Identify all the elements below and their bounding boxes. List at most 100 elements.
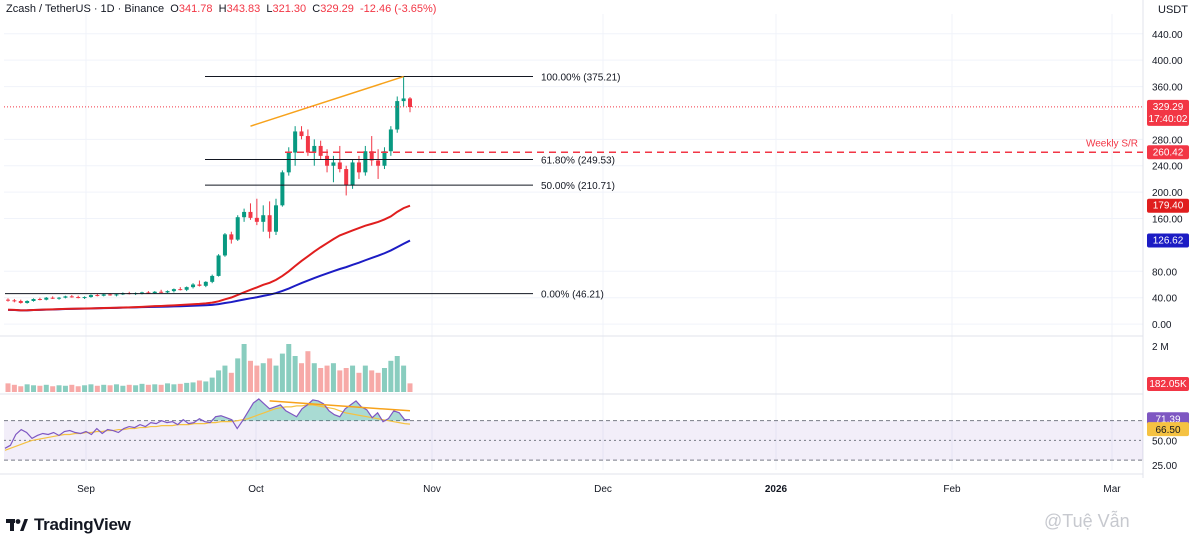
candle-body (216, 255, 221, 276)
rsi-overbought-fill (5, 398, 410, 421)
volume-bar (75, 386, 81, 392)
time-tick-label: Oct (248, 484, 264, 495)
high-value: 343.83 (226, 3, 261, 15)
volume-bar (330, 363, 336, 392)
candle-body (376, 160, 381, 166)
time-tick-label: Sep (77, 484, 95, 495)
volume-bar (43, 384, 49, 392)
volume-tag-text: 182.05K (1149, 379, 1187, 390)
volume-bar (113, 384, 119, 392)
candle-body (44, 297, 49, 300)
volume-bar (216, 370, 222, 392)
candle-body (37, 299, 42, 301)
candle-body (69, 296, 74, 298)
candle-body (12, 300, 17, 302)
candle-body (101, 294, 106, 296)
volume-bar (133, 385, 139, 392)
weekly-sr-label: Weekly S/R (1086, 138, 1138, 149)
candle-body (229, 234, 234, 240)
tradingview-logo[interactable]: TradingView (6, 515, 131, 535)
volume-bar (241, 344, 247, 392)
volume-bar (24, 384, 30, 392)
volume-bar (120, 385, 126, 392)
candle-body (82, 297, 87, 299)
volume-bar (31, 385, 37, 392)
volume-bar (381, 368, 387, 392)
candle-body (408, 98, 412, 108)
volume-bar (184, 382, 190, 392)
candle-body (114, 294, 119, 296)
volume-bar (369, 370, 375, 392)
candle-body (350, 162, 355, 186)
volume-bar (177, 383, 183, 392)
weekly-sr-tag-text: 260.42 (1153, 147, 1184, 158)
candle-body (63, 296, 68, 298)
candle-body (178, 289, 183, 291)
candle-body (369, 151, 374, 161)
price-tick-label: 80.00 (1152, 267, 1177, 278)
candle-body (140, 292, 144, 294)
volume-bar (5, 383, 11, 392)
candle-body (388, 129, 393, 152)
volume-axis-label: 2 M (1152, 342, 1169, 353)
trend-line (250, 75, 404, 127)
candle-body (210, 275, 215, 282)
candle-body (191, 284, 196, 288)
candle-body (401, 98, 406, 102)
candle-body (337, 162, 342, 170)
price-tick-label: 360.00 (1152, 83, 1183, 94)
open-value: 341.78 (178, 3, 213, 15)
time-tick-label: Mar (1103, 484, 1121, 495)
volume-bar (69, 384, 75, 392)
candle-body (356, 162, 361, 173)
rsi-tick-label: 50.00 (1152, 436, 1177, 447)
candle-body (267, 215, 272, 232)
volume-bar (254, 365, 260, 392)
low-label: L (266, 3, 273, 15)
volume-bar (260, 363, 266, 392)
candle-body (146, 292, 151, 294)
volume-bar (94, 385, 100, 392)
volume-bar (171, 384, 177, 392)
sma100-line (7, 239, 411, 312)
fib-level-label: 0.00% (46.21) (541, 290, 604, 301)
volume-bar (190, 382, 196, 392)
volume-bar (286, 344, 292, 392)
volume-bar (158, 384, 164, 392)
volume-bar (305, 351, 311, 392)
candle-body (165, 291, 170, 293)
volume-bar (107, 385, 113, 392)
low-value: 321.30 (272, 3, 307, 15)
symbol-label[interactable]: Zcash / TetherUS · 1D · Binance (6, 3, 165, 15)
current-price-tag-text: 329.29 (1153, 102, 1184, 113)
volume-bar (88, 384, 94, 392)
candle-body (318, 145, 323, 156)
volume-bar (139, 383, 145, 392)
volume-bar (56, 385, 62, 392)
volume-bar (126, 384, 132, 392)
price-tick-label: 440.00 (1152, 30, 1183, 41)
volume-bar (311, 363, 317, 392)
volume-bar (62, 385, 68, 392)
volume-bar (279, 353, 285, 392)
candle-body (312, 145, 317, 153)
brand-name: TradingView (34, 515, 131, 534)
candle-body (76, 297, 81, 299)
volume-bar (350, 365, 356, 392)
candle-body (18, 300, 23, 303)
candle-body (159, 291, 164, 293)
volume-bar (343, 368, 349, 392)
volume-tag-box (1147, 377, 1189, 391)
current-price-tag-box (1147, 99, 1189, 126)
time-tick-label: Dec (594, 484, 612, 495)
candle-body (363, 151, 368, 173)
candle-body (25, 300, 30, 303)
open-label: O (170, 3, 179, 15)
volume-bar (356, 372, 362, 392)
price-tick-label: 240.00 (1152, 162, 1183, 173)
candle-body (248, 211, 253, 218)
price-tick-label: 280.00 (1152, 135, 1183, 146)
rsi-tick-label: 25.00 (1152, 461, 1177, 472)
volume-bar (50, 386, 56, 392)
